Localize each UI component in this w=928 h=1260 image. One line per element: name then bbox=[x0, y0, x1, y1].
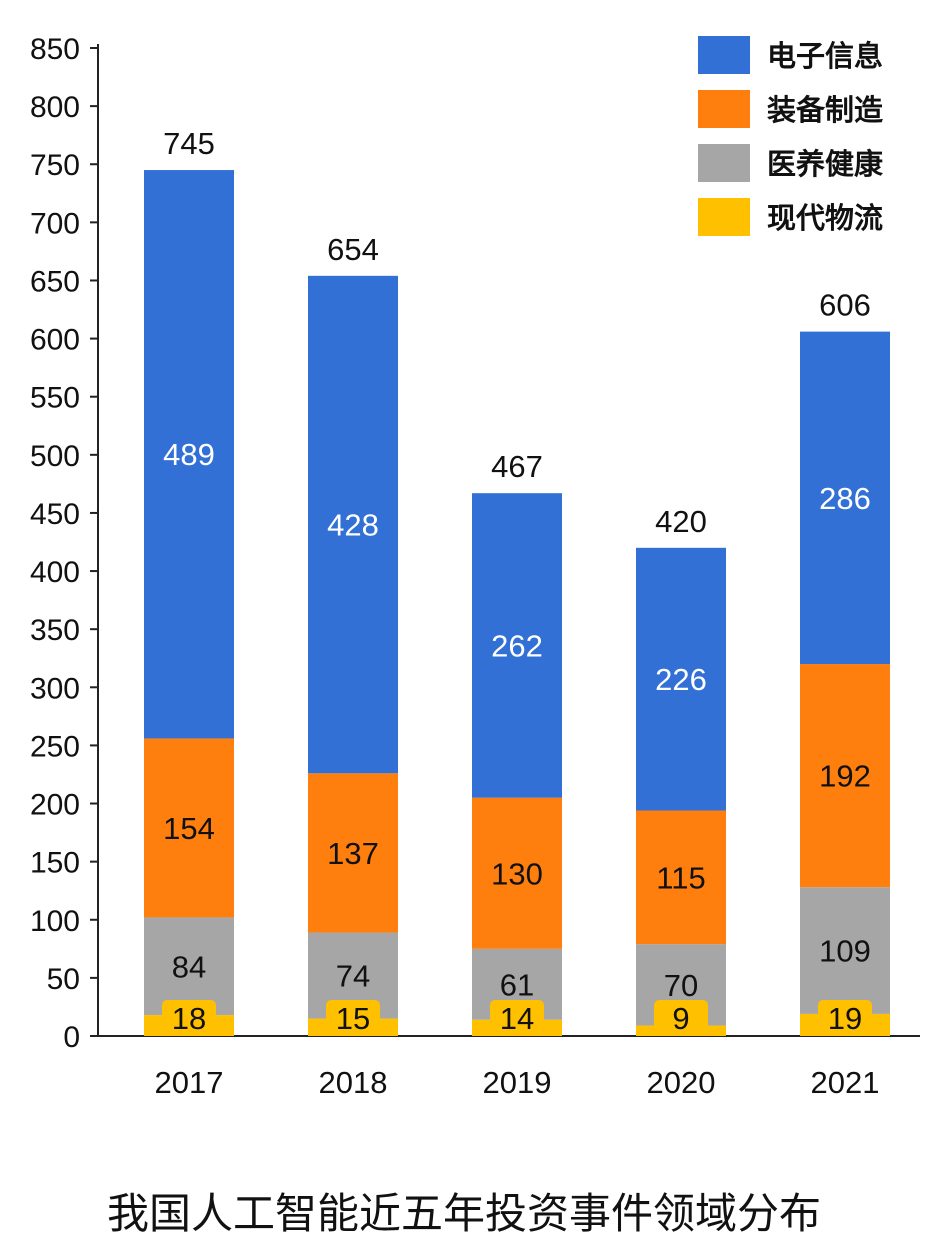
legend-swatch bbox=[698, 90, 750, 128]
y-tick-label: 400 bbox=[30, 556, 80, 589]
x-tick-label: 2021 bbox=[811, 1065, 880, 1100]
legend-label: 电子信息 bbox=[767, 39, 883, 73]
y-tick-label: 250 bbox=[30, 730, 80, 763]
legend-label: 现代物流 bbox=[767, 201, 883, 235]
segment-value-label: 130 bbox=[491, 856, 543, 891]
bar-segment bbox=[144, 738, 234, 918]
x-tick-label: 2020 bbox=[647, 1065, 716, 1100]
total-value-label: 420 bbox=[655, 504, 707, 539]
y-tick-label: 700 bbox=[30, 207, 80, 240]
y-tick-label: 100 bbox=[30, 905, 80, 938]
total-value-label: 654 bbox=[327, 232, 379, 267]
total-value-label: 745 bbox=[163, 126, 215, 161]
segment-value-label: 286 bbox=[819, 481, 871, 516]
segment-value-label: 74 bbox=[336, 959, 370, 994]
legend-label: 装备制造 bbox=[767, 93, 883, 127]
total-value-label: 606 bbox=[819, 288, 871, 323]
segment-value-label: 70 bbox=[664, 968, 698, 1003]
segment-value-label: 61 bbox=[500, 967, 534, 1002]
y-tick-label: 350 bbox=[30, 614, 80, 647]
segment-value-label: 115 bbox=[656, 860, 705, 895]
bar-segment bbox=[636, 547, 726, 811]
bar-segment bbox=[800, 887, 890, 1014]
legend-swatch bbox=[698, 36, 750, 74]
x-tick-label: 2018 bbox=[319, 1065, 388, 1100]
bar-segment bbox=[636, 810, 726, 945]
bar-segment bbox=[472, 797, 562, 949]
segment-value-label: 428 bbox=[327, 508, 379, 543]
bars bbox=[144, 170, 890, 1036]
segment-value-label: 109 bbox=[819, 934, 871, 969]
y-tick-label: 300 bbox=[30, 672, 80, 705]
y-tick-label: 650 bbox=[30, 265, 80, 298]
bar-segment bbox=[144, 170, 234, 739]
y-tick-label: 550 bbox=[30, 382, 80, 415]
bar-segment bbox=[308, 275, 398, 774]
x-tick-label: 2017 bbox=[155, 1065, 224, 1100]
segment-value-label: 14 bbox=[500, 1001, 534, 1036]
bar-segment bbox=[308, 773, 398, 933]
segment-value-label: 19 bbox=[828, 1001, 862, 1036]
segment-value-label: 15 bbox=[336, 1001, 370, 1036]
total-value-label: 467 bbox=[491, 449, 543, 484]
segment-label-badge bbox=[162, 1000, 216, 1036]
segment-label-badge bbox=[326, 1000, 380, 1036]
segment-value-label: 137 bbox=[327, 836, 379, 871]
segment-value-label: 154 bbox=[163, 811, 215, 846]
legend-swatch bbox=[698, 144, 750, 182]
y-tick-label: 450 bbox=[30, 498, 80, 531]
segment-value-label: 192 bbox=[819, 759, 871, 794]
y-tick-label: 600 bbox=[30, 324, 80, 357]
y-tick-label: 800 bbox=[30, 91, 80, 124]
segment-value-label: 9 bbox=[672, 1001, 689, 1036]
chart-title: 我国人工智能近五年投资事件领域分布 bbox=[107, 1189, 821, 1238]
bar-segment bbox=[800, 664, 890, 888]
y-tick-label: 850 bbox=[30, 33, 80, 66]
segment-value-label: 84 bbox=[172, 949, 206, 984]
segment-value-label: 489 bbox=[163, 437, 215, 472]
axes: 0 50 100 150 200 250 300 350 400 450 500 550 600 650 7… bbox=[30, 33, 920, 1100]
y-tick-label: 0 bbox=[63, 1021, 80, 1054]
segment-value-label: 18 bbox=[172, 1001, 206, 1036]
y-tick-label: 500 bbox=[30, 440, 80, 473]
bar-segment bbox=[800, 331, 890, 665]
legend-label: 医养健康 bbox=[767, 147, 884, 181]
segment-label-badge bbox=[490, 1000, 544, 1036]
segment-label-badge bbox=[818, 1000, 872, 1036]
legend-swatch bbox=[698, 198, 750, 236]
x-tick-label: 2019 bbox=[483, 1065, 552, 1100]
y-tick-label: 750 bbox=[30, 149, 80, 182]
bar-segment bbox=[472, 493, 562, 798]
segment-label-badge bbox=[654, 1000, 708, 1036]
y-tick-label: 150 bbox=[30, 847, 80, 880]
segment-value-label: 226 bbox=[655, 662, 707, 697]
y-tick-label: 200 bbox=[30, 789, 80, 822]
segment-value-label: 262 bbox=[491, 628, 543, 663]
bar-segment bbox=[144, 917, 234, 1016]
y-tick-label: 50 bbox=[47, 963, 80, 996]
